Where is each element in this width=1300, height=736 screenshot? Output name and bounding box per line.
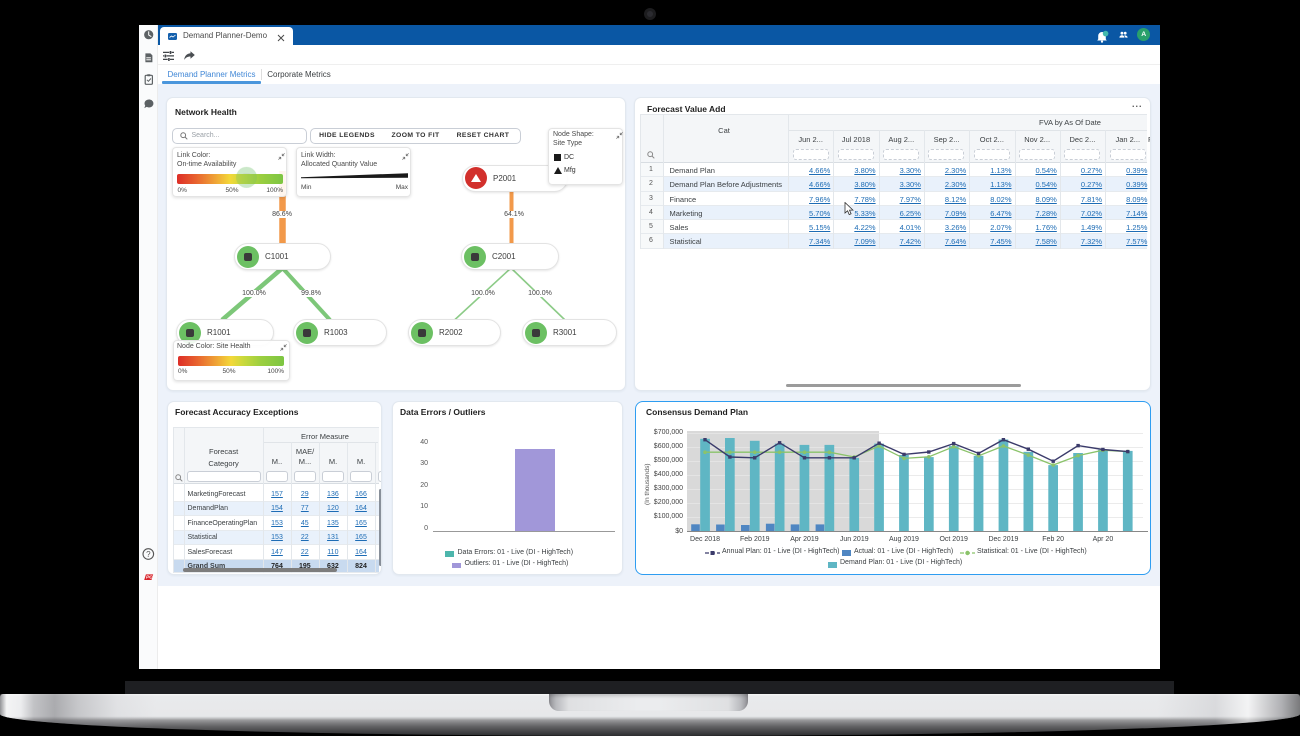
svg-text:PC: PC: [146, 575, 153, 581]
svg-text:?: ?: [146, 550, 151, 559]
